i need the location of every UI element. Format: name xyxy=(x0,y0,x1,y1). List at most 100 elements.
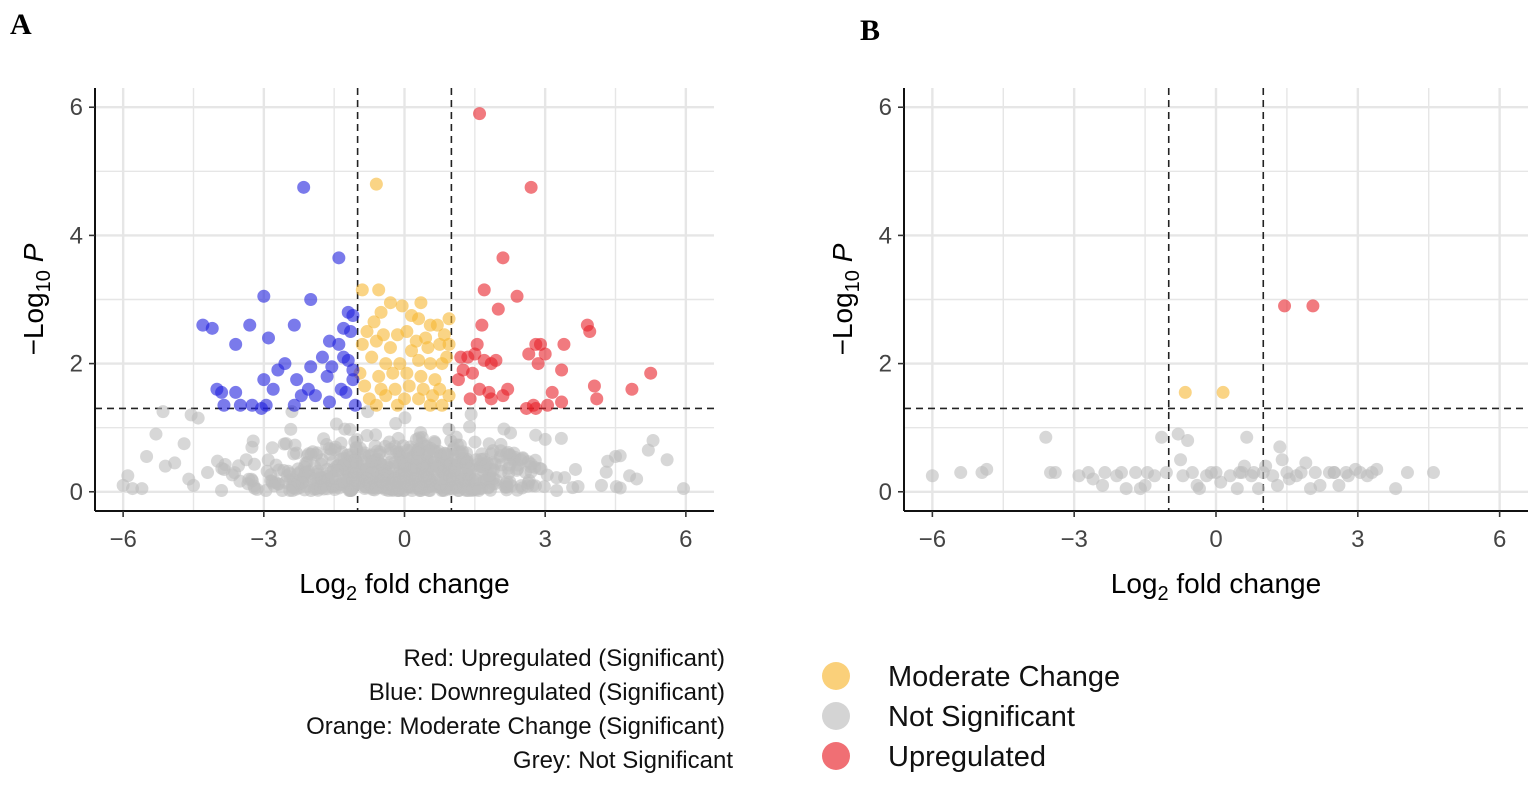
point-moderate xyxy=(372,283,386,297)
point-ns xyxy=(422,483,436,497)
point-moderate xyxy=(400,366,414,380)
point-up xyxy=(533,337,547,351)
point-ns xyxy=(1230,482,1244,496)
point-ns xyxy=(349,440,363,454)
point-ns xyxy=(215,461,229,475)
point-up xyxy=(468,347,482,361)
point-ns xyxy=(328,443,342,457)
point-ns xyxy=(412,442,426,456)
point-up xyxy=(555,363,569,377)
point-ns xyxy=(392,470,406,484)
point-ns xyxy=(149,427,163,441)
point-ns xyxy=(1259,459,1273,473)
point-ns xyxy=(594,478,608,492)
panel-label-a: A xyxy=(10,8,32,41)
point-ns xyxy=(1114,466,1128,480)
point-down xyxy=(294,389,308,403)
point-ns xyxy=(126,482,140,496)
point-ns xyxy=(317,482,331,496)
point-moderate xyxy=(372,369,386,383)
point-ns xyxy=(461,462,475,476)
point-ns xyxy=(309,472,323,486)
point-ns xyxy=(601,454,615,468)
panel-label-b: B xyxy=(860,14,880,47)
point-ns xyxy=(289,446,303,460)
point-ns xyxy=(261,453,275,467)
point-ns xyxy=(370,444,384,458)
point-ns xyxy=(1181,434,1195,447)
point-ns xyxy=(156,405,170,419)
point-up xyxy=(545,385,559,399)
point-up xyxy=(463,392,477,406)
point-ns xyxy=(537,480,551,494)
point-up xyxy=(465,366,479,380)
point-ns xyxy=(416,467,430,481)
point-ns xyxy=(168,456,182,470)
point-down xyxy=(348,398,362,412)
point-ns xyxy=(283,483,297,497)
x-axis-title: Log2 fold change xyxy=(1111,568,1321,605)
point-ns xyxy=(630,472,644,486)
point-down xyxy=(322,395,336,409)
point-ns xyxy=(925,469,939,483)
note-grey: Grey: Not Significant xyxy=(513,747,733,774)
point-ns xyxy=(1039,430,1053,444)
x-tick-label: 6 xyxy=(679,526,692,553)
point-up xyxy=(524,180,538,194)
point-moderate xyxy=(374,305,388,319)
grid-1 xyxy=(904,88,1528,511)
x-tick-label: −3 xyxy=(250,526,277,553)
point-ns xyxy=(177,437,191,451)
point-ns xyxy=(201,466,215,480)
point-ns xyxy=(360,429,374,443)
point-ns xyxy=(317,432,331,446)
point-moderate xyxy=(442,312,456,326)
point-moderate xyxy=(393,357,407,371)
legend-label-ns: Not Significant xyxy=(888,701,1075,733)
point-moderate xyxy=(379,357,393,371)
point-ns xyxy=(297,470,311,484)
volcano-plot-b: −6 −3 0 3 6 0 2 4 6 Log2 fold change −Log10 P xyxy=(827,88,1528,605)
point-up xyxy=(644,366,658,380)
legend-label-up: Upregulated xyxy=(888,741,1046,773)
point-ns xyxy=(329,417,343,431)
y-tick-label: 2 xyxy=(70,351,83,378)
point-ns xyxy=(1119,482,1133,496)
point-moderate xyxy=(1216,385,1230,399)
point-down xyxy=(215,385,229,399)
point-ns xyxy=(1086,472,1100,486)
point-down xyxy=(287,398,301,412)
point-ns xyxy=(468,435,482,449)
point-ns xyxy=(1313,478,1327,492)
point-ns xyxy=(368,483,382,497)
point-moderate xyxy=(358,379,372,393)
point-ns xyxy=(558,471,572,485)
point-up xyxy=(496,251,510,265)
point-up xyxy=(625,382,639,396)
point-ns xyxy=(503,458,517,472)
point-ns xyxy=(359,472,373,486)
point-up xyxy=(531,357,545,371)
point-moderate xyxy=(421,341,435,355)
point-ns xyxy=(472,483,486,497)
point-ns xyxy=(1096,478,1110,492)
point-moderate xyxy=(430,318,444,332)
point-ns xyxy=(613,449,627,463)
x-axis-title: Log2 fold change xyxy=(299,568,509,605)
point-ns xyxy=(1192,482,1206,496)
point-moderate xyxy=(414,296,428,310)
point-ns xyxy=(1370,462,1384,476)
point-ns xyxy=(272,463,286,477)
point-ns xyxy=(1332,478,1346,492)
point-ns xyxy=(1171,427,1185,441)
x-tick-label: 6 xyxy=(1493,526,1506,553)
point-ns xyxy=(225,468,239,482)
point-ns xyxy=(1299,456,1313,470)
point-down xyxy=(332,337,346,351)
point-ns xyxy=(1308,466,1322,480)
point-moderate xyxy=(402,379,416,393)
y-tick-label: 6 xyxy=(879,94,892,121)
point-ns xyxy=(458,483,472,497)
point-down xyxy=(304,293,318,306)
